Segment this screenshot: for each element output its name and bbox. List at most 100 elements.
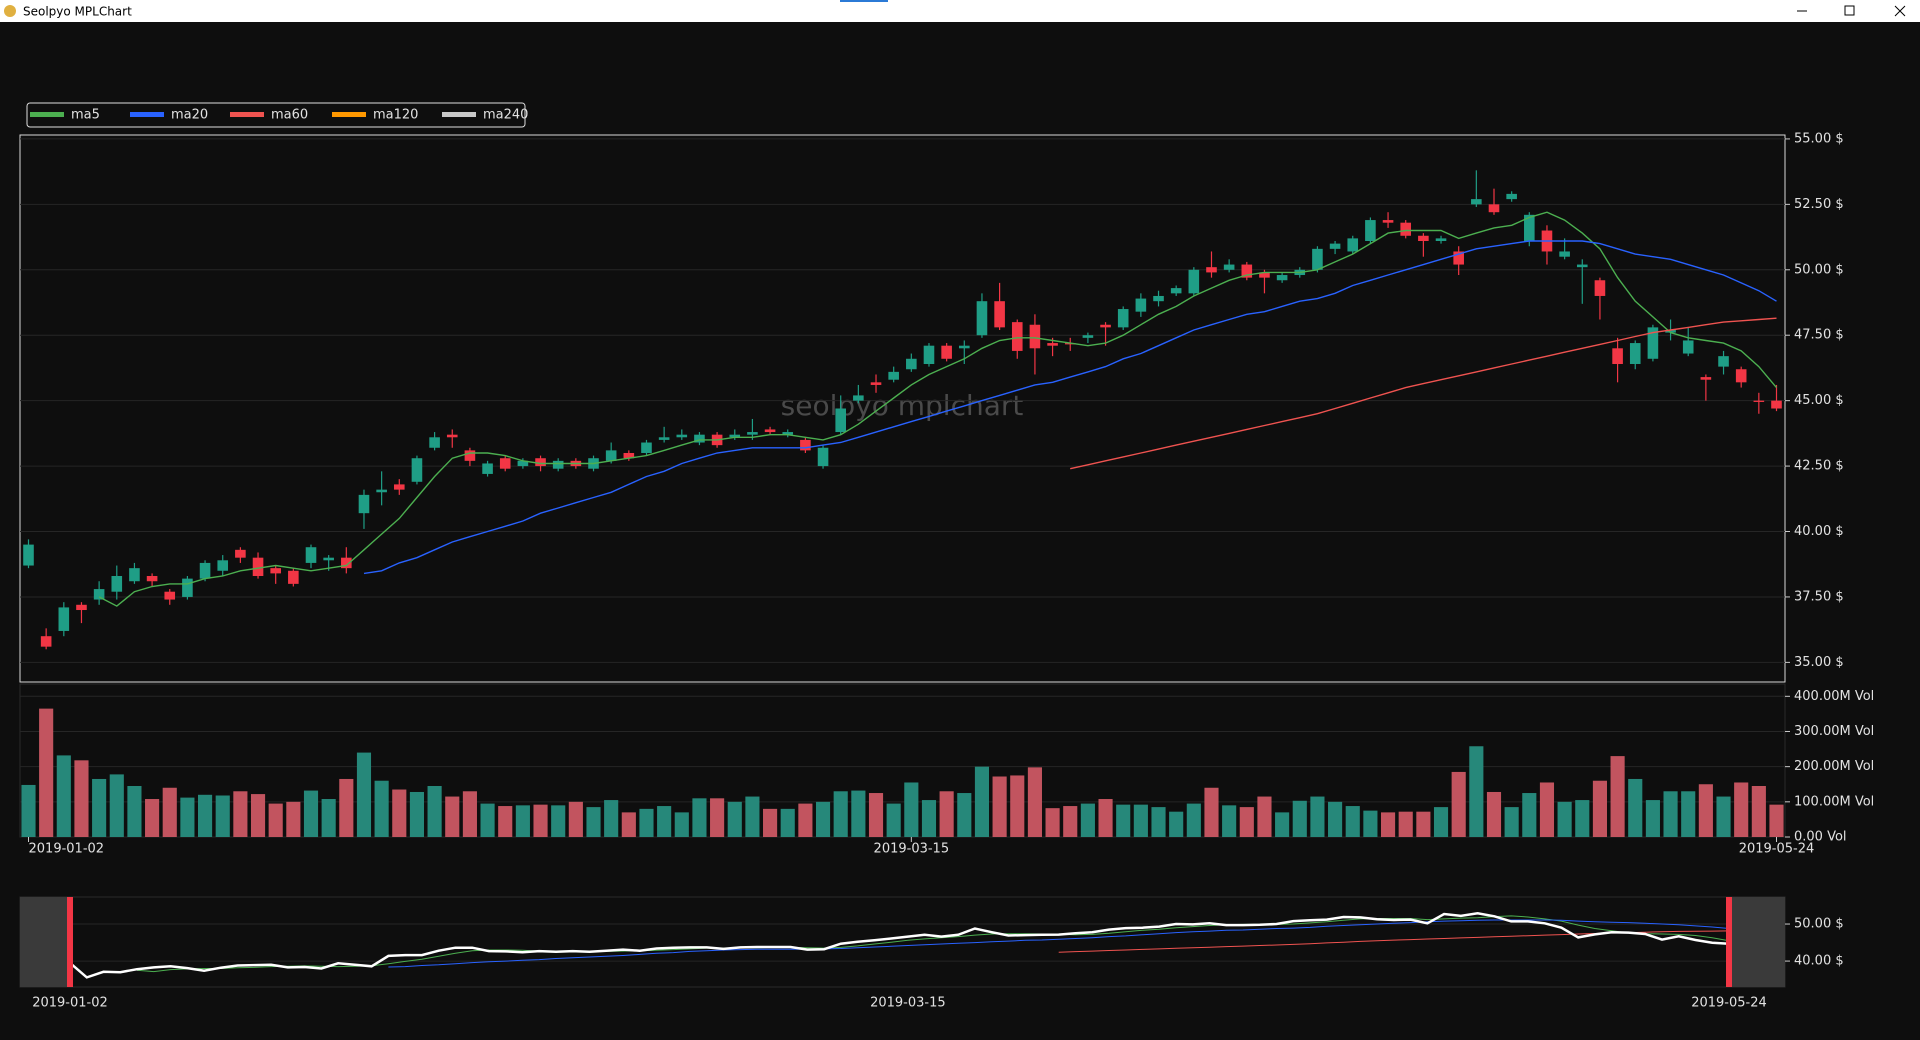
volume-bar <box>374 780 389 837</box>
candle-body <box>1524 214 1535 241</box>
candle-body <box>1312 248 1323 270</box>
volume-bar <box>1716 796 1731 837</box>
candle-body <box>747 432 758 435</box>
candle-body <box>464 450 476 461</box>
candle-body <box>1400 222 1412 236</box>
candle-body <box>40 636 52 647</box>
volume-bar <box>1010 775 1025 837</box>
candle-body <box>641 442 652 453</box>
legend-swatch <box>130 112 164 117</box>
volume-bar <box>286 801 301 837</box>
candle-body <box>1347 238 1359 252</box>
candle-body <box>235 549 246 558</box>
volume-bar <box>851 790 866 837</box>
volume-bar <box>392 789 407 837</box>
ma-line <box>98 211 1778 607</box>
candle-body <box>58 607 70 631</box>
candle-body <box>853 395 864 401</box>
navigator-x-label: 2019-05-24 <box>1691 996 1767 1011</box>
volume-bar <box>1592 780 1607 837</box>
legend-label: ma5 <box>71 108 100 123</box>
candle-body <box>1488 204 1500 213</box>
candle-body <box>658 437 670 440</box>
y-tick-label: 37.50 $ <box>1794 589 1844 604</box>
candle-body <box>1753 400 1765 402</box>
volume-tick-label: 300.00M Vol <box>1794 724 1874 739</box>
volume-bar <box>1645 800 1660 837</box>
candle-body <box>182 578 193 597</box>
candle-body <box>1559 251 1570 257</box>
y-tick-label: 55.00 $ <box>1794 131 1844 146</box>
navigator-shade <box>20 897 70 987</box>
volume-bar <box>356 752 372 837</box>
volume-bar <box>74 760 89 837</box>
candle-body <box>729 434 741 438</box>
volume-bar <box>1116 804 1131 837</box>
candle-body <box>1047 343 1058 346</box>
candle-body <box>959 345 970 349</box>
volume-bar <box>1698 784 1713 837</box>
candle-body <box>605 450 617 461</box>
volume-bar <box>1451 771 1466 837</box>
navigator-shade <box>1729 897 1785 987</box>
volume-bar <box>1045 808 1060 837</box>
volume-bar <box>1557 801 1572 837</box>
title-bar <box>0 0 1920 22</box>
volume-bar <box>868 793 884 837</box>
volume-bar <box>1522 793 1537 837</box>
volume-bar <box>56 755 71 837</box>
navigator-handle[interactable] <box>1726 897 1732 987</box>
candle-body <box>1029 324 1041 349</box>
y-tick-label: 50.00 $ <box>1794 262 1844 277</box>
navigator-close-line <box>69 912 1730 979</box>
navigator-handle[interactable] <box>67 897 73 987</box>
volume-bar <box>1275 812 1290 837</box>
volume-bar <box>1486 791 1502 837</box>
candle-body <box>217 560 229 571</box>
candle-body <box>817 447 829 467</box>
y-tick-label: 42.50 $ <box>1794 459 1844 474</box>
volume-bar <box>480 803 495 837</box>
volume-bar <box>921 800 937 837</box>
volume-tick-label: 0.00 Vol <box>1794 830 1847 845</box>
volume-bar <box>1310 796 1325 837</box>
ma-line <box>363 240 1777 575</box>
candle-body <box>535 458 546 467</box>
volume-bar <box>974 766 990 837</box>
volume-bar <box>568 801 583 837</box>
close-button[interactable] <box>1894 5 1906 17</box>
volume-bar <box>992 776 1007 837</box>
y-tick-label: 52.50 $ <box>1794 197 1844 212</box>
volume-bar <box>1080 803 1095 837</box>
candle-body <box>305 547 317 563</box>
volume-bar <box>339 778 354 837</box>
volume-bar <box>1663 791 1678 837</box>
volume-bar <box>957 793 972 837</box>
candle-body <box>1735 369 1747 383</box>
volume-bar <box>763 808 778 837</box>
navigator-ma-line <box>136 915 1730 973</box>
volume-bar <box>215 795 230 837</box>
legend-swatch <box>30 112 64 117</box>
navigator-x-label: 2019-01-02 <box>32 996 108 1011</box>
candle-body <box>93 589 105 600</box>
candle-body <box>1276 275 1288 281</box>
candle-body <box>1011 322 1023 351</box>
volume-bar <box>268 803 283 837</box>
candle-body <box>288 570 299 584</box>
candle-body <box>1153 295 1164 302</box>
volume-bar <box>21 784 36 837</box>
restore-button[interactable] <box>1844 5 1855 16</box>
navigator-tick-label: 40.00 $ <box>1794 954 1844 969</box>
candle-body <box>1329 243 1341 249</box>
candle-body <box>906 358 917 370</box>
candle-body <box>1435 238 1447 241</box>
legend-swatch <box>230 112 264 117</box>
candle-body <box>623 452 635 459</box>
volume-bar <box>533 804 548 837</box>
candle-body <box>888 371 899 380</box>
volume-bar <box>1027 767 1042 837</box>
volume-bar <box>1380 812 1396 837</box>
candle-body <box>1682 340 1694 354</box>
